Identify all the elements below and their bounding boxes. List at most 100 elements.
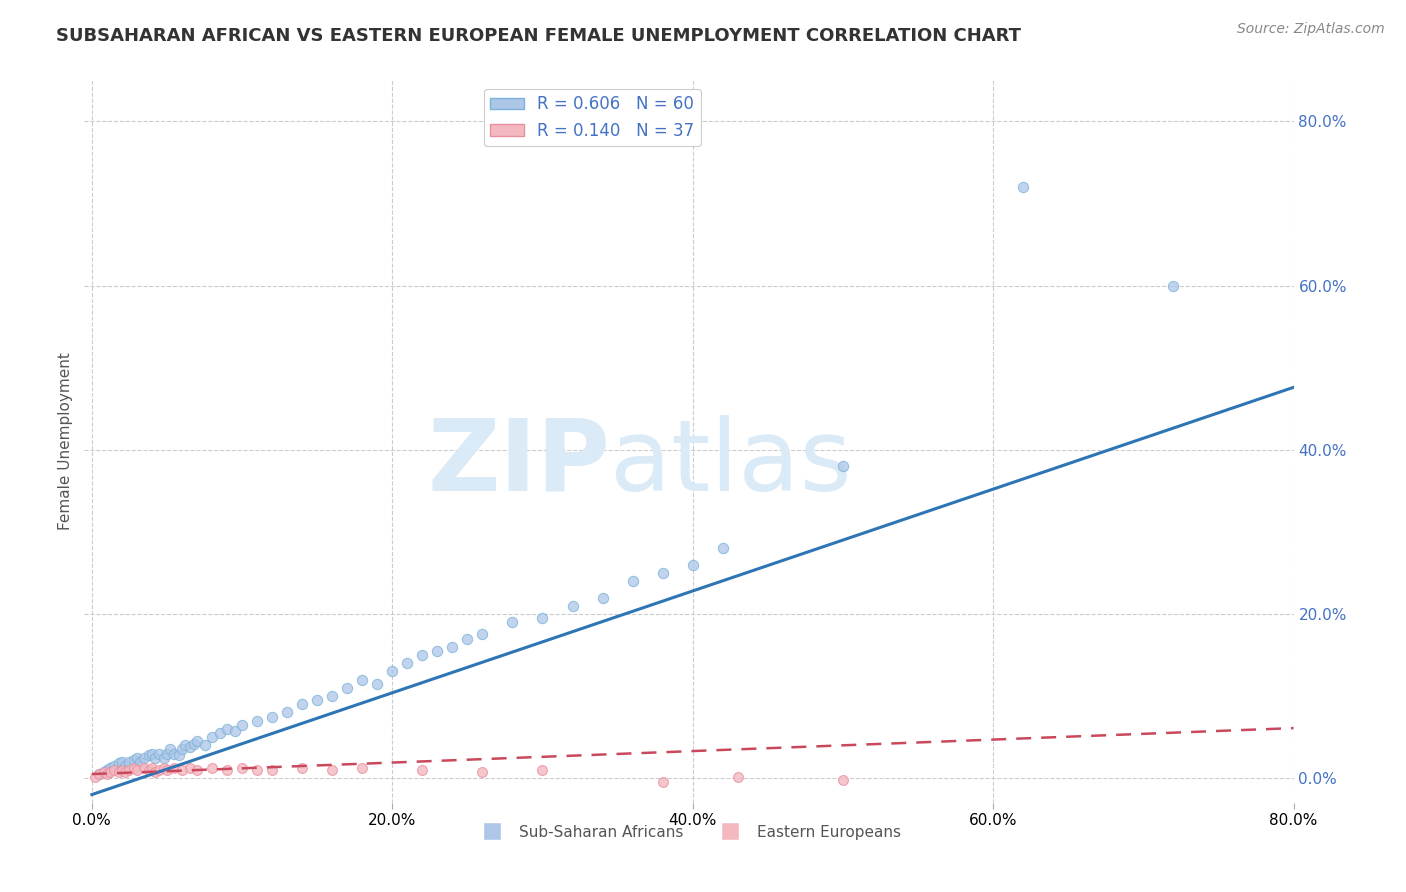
Point [307, 693, 329, 707]
Point [321, 689, 343, 703]
Point [471, 627, 494, 641]
Point [153, 750, 176, 764]
Point [215, 722, 238, 736]
Point [118, 755, 141, 769]
Point [711, 541, 734, 556]
Point [170, 763, 193, 777]
Point [111, 763, 134, 777]
Point [201, 730, 224, 744]
Point [832, 772, 855, 787]
Point [174, 739, 197, 753]
Point [89, 767, 111, 781]
Point [321, 763, 343, 777]
Point [134, 761, 156, 775]
Point [122, 753, 145, 767]
Point [163, 747, 186, 761]
Point [167, 748, 190, 763]
Point [366, 677, 388, 691]
Point [426, 644, 449, 658]
Point [456, 632, 478, 646]
Point [1012, 180, 1035, 194]
Text: SUBSAHARAN AFRICAN VS EASTERN EUROPEAN FEMALE UNEMPLOYMENT CORRELATION CHART: SUBSAHARAN AFRICAN VS EASTERN EUROPEAN F… [56, 27, 1021, 45]
Point [832, 459, 855, 474]
Point [159, 742, 181, 756]
Point [170, 742, 193, 756]
Point [201, 761, 224, 775]
Point [231, 718, 253, 732]
Point [114, 764, 136, 779]
Point [291, 698, 314, 712]
Legend: Sub-Saharan Africans, Eastern Europeans: Sub-Saharan Africans, Eastern Europeans [471, 819, 907, 846]
Point [143, 750, 166, 764]
Point [148, 747, 170, 761]
Point [141, 761, 163, 775]
Point [98, 764, 121, 779]
Point [561, 599, 583, 613]
Point [501, 615, 523, 630]
Point [186, 734, 208, 748]
Point [183, 737, 205, 751]
Point [89, 767, 111, 781]
Point [156, 763, 179, 777]
Point [336, 681, 359, 695]
Point [262, 763, 284, 777]
Point [411, 648, 433, 662]
Point [276, 706, 298, 720]
Point [531, 611, 554, 625]
Point [231, 761, 253, 775]
Point [83, 770, 105, 784]
Point [143, 764, 166, 779]
Point [156, 747, 179, 761]
Point [352, 761, 374, 775]
Point [141, 747, 163, 761]
Point [246, 763, 269, 777]
Point [186, 763, 208, 777]
Point [129, 755, 152, 769]
Point [224, 723, 246, 738]
Point [163, 761, 186, 775]
Point [122, 761, 145, 775]
Point [193, 739, 215, 753]
Point [208, 726, 231, 740]
Point [1163, 278, 1185, 293]
Point [103, 763, 125, 777]
Point [148, 763, 170, 777]
Point [111, 755, 134, 769]
Point [153, 761, 176, 775]
Point [531, 763, 554, 777]
Point [108, 756, 131, 771]
Point [651, 566, 673, 580]
Point [118, 763, 141, 777]
Text: atlas: atlas [610, 415, 852, 512]
Point [96, 767, 118, 781]
Point [441, 640, 464, 654]
Point [125, 763, 148, 777]
Point [179, 739, 201, 754]
Point [215, 763, 238, 777]
Point [125, 750, 148, 764]
Point [138, 763, 160, 777]
Point [96, 763, 118, 777]
Point [138, 748, 160, 763]
Point [651, 775, 673, 789]
Point [352, 673, 374, 687]
Point [108, 764, 131, 779]
Point [134, 750, 156, 764]
Text: Source: ZipAtlas.com: Source: ZipAtlas.com [1237, 22, 1385, 37]
Point [381, 665, 404, 679]
Point [396, 657, 419, 671]
Point [93, 764, 115, 779]
Point [114, 759, 136, 773]
Point [411, 763, 433, 777]
Point [592, 591, 614, 605]
Point [262, 709, 284, 723]
Point [98, 761, 121, 775]
Point [291, 761, 314, 775]
Point [179, 761, 201, 775]
Text: ZIP: ZIP [427, 415, 610, 512]
Point [103, 759, 125, 773]
Point [246, 714, 269, 728]
Point [682, 558, 704, 572]
Point [471, 764, 494, 779]
Point [621, 574, 644, 588]
